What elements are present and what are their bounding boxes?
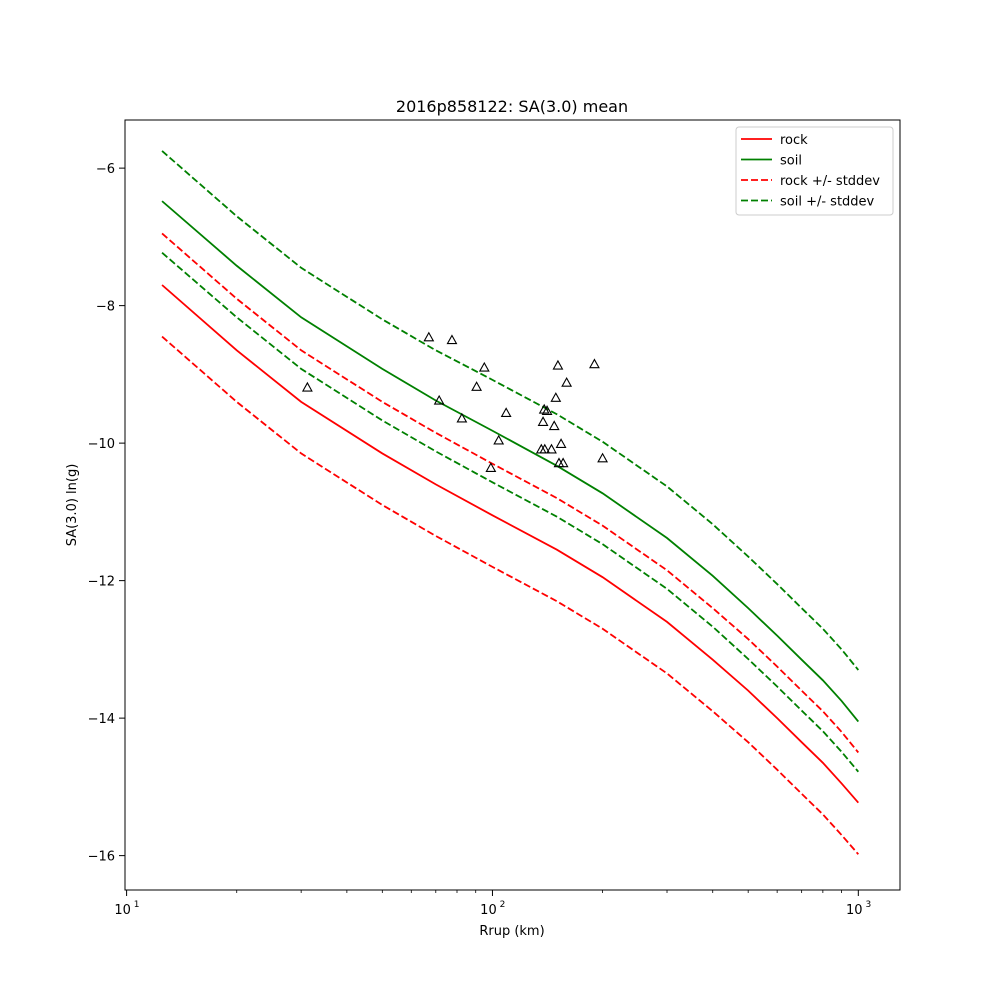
series-line-0 [161, 284, 859, 804]
x-tick-exponent-1: 2 [500, 900, 506, 910]
legend-label-2: rock +/- stddev [780, 174, 880, 189]
plot-frame [124, 119, 901, 891]
y-tick-label-4: −14 [88, 712, 115, 727]
y-axis-label: SA(3.0) ln(g) [65, 464, 80, 547]
observation-point-9 [500, 407, 512, 418]
series-line-3-upper [161, 150, 860, 671]
observation-point-13 [539, 443, 551, 454]
observation-point-21 [557, 457, 569, 468]
series-line-2-upper [161, 232, 860, 754]
observation-point-24 [597, 452, 609, 463]
observation-point-8 [493, 434, 505, 445]
observation-point-20 [555, 438, 567, 448]
x-tick-exponent-2: 3 [865, 900, 871, 910]
observation-point-12 [538, 403, 550, 414]
observation-point-0 [301, 381, 313, 392]
legend-label-1: soil [780, 154, 802, 169]
x-axis: 10 1 10 2 10 3 [114, 890, 871, 918]
observation-point-7 [485, 462, 497, 473]
observation-point-1 [423, 331, 435, 342]
legend-box [735, 126, 894, 216]
y-axis: −6 −8 −10 −12 −14 −16 [88, 162, 125, 865]
y-tick-label-3: −12 [88, 575, 115, 590]
chart-title: 2016p858122: SA(3.0) mean [396, 97, 628, 116]
legend-label-0: rock [780, 133, 808, 148]
legend: rock soil rock +/- stddev soil +/- stddev [735, 126, 894, 216]
observation-points [301, 331, 609, 473]
series-layer [161, 150, 860, 855]
series-line-3-lower [161, 252, 859, 773]
y-tick-label-5: −16 [88, 850, 115, 865]
observation-point-17 [550, 392, 562, 402]
observation-point-14 [541, 405, 553, 415]
observation-point-18 [552, 359, 564, 370]
observation-point-6 [478, 361, 490, 372]
x-tick-label-1: 10 [480, 903, 497, 918]
observation-point-2 [433, 394, 445, 405]
series-line-2-lower [161, 335, 859, 855]
x-axis-label: Rrup (km) [479, 924, 544, 939]
observation-point-16 [548, 420, 560, 431]
legend-label-3: soil +/- stddev [780, 195, 875, 210]
observation-point-4 [456, 412, 468, 423]
y-tick-label-1: −8 [96, 300, 115, 315]
observation-point-5 [471, 381, 483, 391]
x-tick-label-0: 10 [114, 903, 131, 918]
observation-point-23 [589, 358, 600, 369]
observation-point-22 [561, 376, 573, 387]
observation-point-11 [537, 416, 549, 426]
y-tick-label-0: −6 [96, 162, 115, 177]
observation-point-15 [546, 443, 557, 454]
plot-area: 10 1 10 2 10 3 −6−8−10−12−14−16 [88, 119, 901, 918]
observation-point-3 [446, 334, 458, 345]
series-line-1 [161, 200, 860, 723]
x-tick-label-2: 10 [846, 903, 863, 918]
y-tick-label-2: −10 [88, 437, 115, 452]
x-tick-exponent-0: 1 [134, 900, 140, 910]
